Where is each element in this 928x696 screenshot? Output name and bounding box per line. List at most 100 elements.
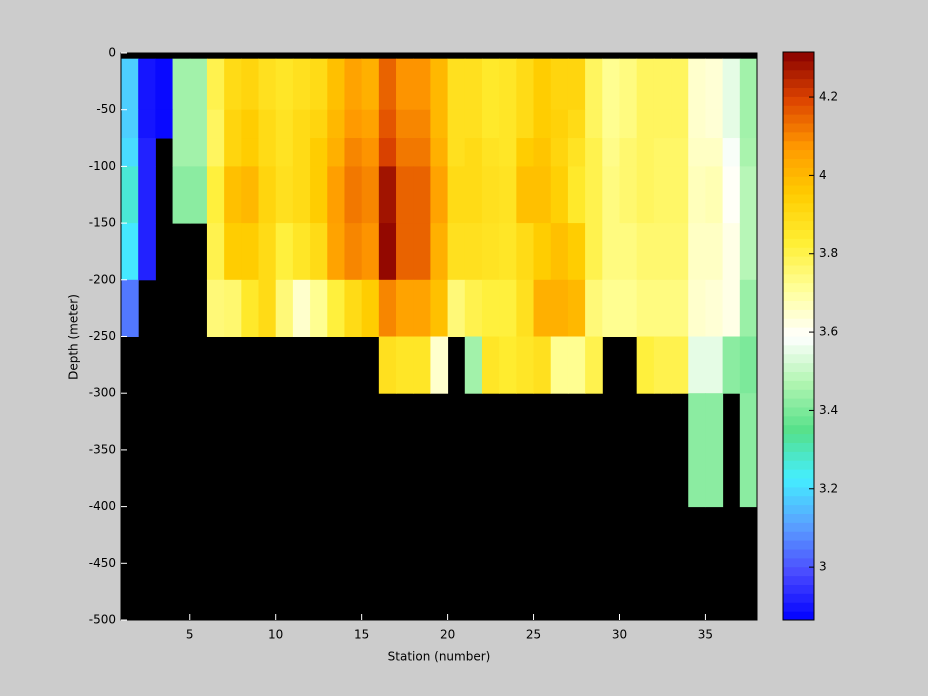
heatmap-cell [653, 336, 672, 394]
heatmap-cell [481, 138, 500, 167]
heatmap-cell [636, 58, 655, 111]
heatmap-cell [396, 138, 414, 167]
heatmap-cell [533, 109, 552, 139]
colorbar-swatch [783, 60, 814, 71]
heatmap-cell [378, 223, 397, 281]
colorbar-swatch [783, 415, 814, 426]
heatmap-cell [258, 166, 277, 224]
colorbar-frame [782, 51, 815, 621]
colorbar-swatch [783, 602, 814, 612]
heatmap-cell [550, 279, 569, 337]
heatmap-cell [688, 223, 706, 281]
colorbar-swatch [783, 611, 814, 621]
heatmap-cell [739, 393, 758, 508]
heatmap-cell [378, 166, 397, 224]
heatmap-cell [619, 279, 638, 337]
colorbar-swatch [783, 380, 814, 390]
heatmap-cell [705, 279, 724, 337]
x-tick-label: 5 [186, 628, 194, 642]
colorbar-swatch [783, 256, 814, 266]
heatmap-cell [671, 138, 689, 167]
heatmap-cell [344, 109, 363, 139]
heatmap-cell [344, 223, 363, 281]
colorbar-swatch [783, 486, 814, 497]
heatmap-cell [619, 109, 638, 139]
heatmap-cell [464, 279, 483, 337]
colorbar-swatch [783, 131, 814, 142]
heatmap-cell [567, 166, 586, 224]
colorbar-swatch [783, 451, 814, 461]
heatmap-cell [722, 223, 741, 281]
heatmap-cell [499, 279, 517, 337]
heatmap-cell [739, 336, 758, 394]
heatmap-cell [585, 138, 603, 167]
heatmap-cell [739, 138, 758, 167]
colorbar-swatch [783, 167, 814, 177]
heatmap-cell [722, 58, 741, 111]
colorbar-swatch [783, 300, 814, 310]
heatmap-cell [464, 58, 483, 111]
heatmap-cell [688, 109, 706, 139]
colorbar-swatch [783, 540, 814, 550]
colorbar-swatch [783, 504, 814, 514]
heatmap-cell [688, 336, 706, 394]
colorbar-swatch [783, 424, 814, 435]
heatmap-cell [636, 138, 655, 167]
heatmap-cell [292, 138, 311, 167]
heatmap-cell [739, 223, 758, 281]
heatmap-cell [361, 58, 380, 111]
heatmap-cell [413, 166, 431, 224]
heatmap-cell [481, 58, 500, 111]
heatmap-cell [327, 109, 345, 139]
heatmap-cell [619, 58, 638, 111]
heatmap-cell [481, 223, 500, 281]
heatmap-cell [241, 279, 260, 337]
heatmap-cell [241, 138, 260, 167]
heatmap-cell [241, 223, 260, 281]
heatmap-cell [602, 109, 620, 139]
heatmap-cell [585, 58, 603, 111]
y-tick-label: -100 [89, 159, 116, 173]
heatmap-cell [378, 336, 397, 394]
heatmap-cell [499, 336, 517, 394]
heatmap-cell [636, 279, 655, 337]
heatmap-cell [327, 138, 345, 167]
heatmap-cell [206, 223, 225, 281]
colorbar-tick-label: 4 [819, 168, 827, 182]
heatmap-cell [567, 109, 586, 139]
heatmap-cell [705, 58, 724, 111]
heatmap-cell [155, 109, 174, 139]
heatmap-cell [688, 279, 706, 337]
heatmap-cell [310, 138, 328, 167]
heatmap-cell [344, 279, 363, 337]
heatmap-cell [327, 166, 345, 224]
heatmap-cell [636, 166, 655, 224]
heatmap-cell [121, 279, 139, 337]
heatmap-cell [121, 58, 139, 111]
heatmap-cell [138, 166, 156, 224]
heatmap-cell [310, 58, 328, 111]
heatmap-cell [516, 223, 535, 281]
heatmap-cell [206, 279, 225, 337]
heatmap-cell [499, 109, 517, 139]
colorbar-swatch [783, 584, 814, 594]
colorbar-swatch [783, 336, 814, 346]
colorbar-swatch [783, 531, 814, 541]
heatmap-cell [396, 166, 414, 224]
heatmap-cell [464, 166, 483, 224]
colorbar-swatch [783, 557, 814, 568]
heatmap-cell [292, 58, 311, 111]
heatmap-cell [705, 109, 724, 139]
heatmap-cell [653, 138, 672, 167]
y-tick-label: -500 [89, 613, 116, 627]
heatmap-cell [499, 58, 517, 111]
colorbar-swatch [783, 513, 814, 523]
heatmap-cell [310, 109, 328, 139]
heatmap-cell [585, 109, 603, 139]
heatmap-cell [722, 279, 741, 337]
heatmap-cell [653, 223, 672, 281]
heatmap-cell [378, 138, 397, 167]
colorbar-swatch [783, 398, 814, 408]
heatmap-cell [481, 336, 500, 394]
heatmap-cell [138, 109, 156, 139]
